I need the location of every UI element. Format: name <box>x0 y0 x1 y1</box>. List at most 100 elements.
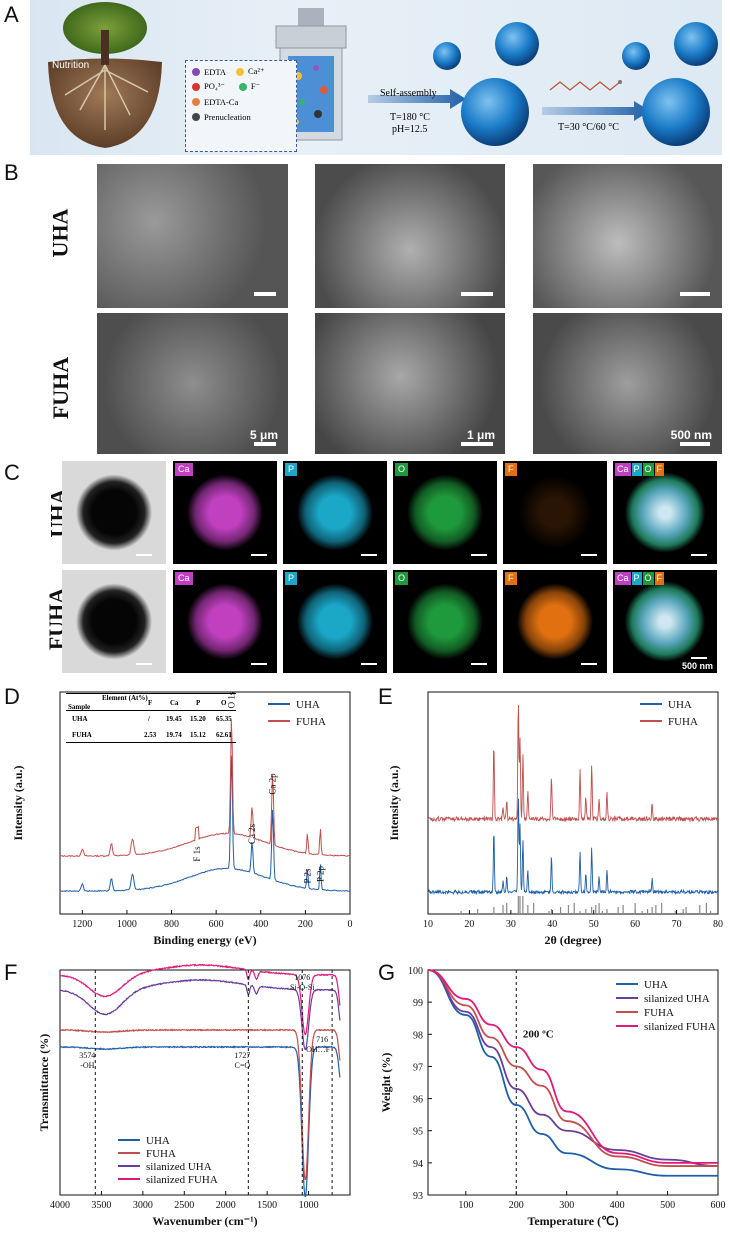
x-tick-label: 20 <box>464 919 474 930</box>
eds-tag-f: F <box>505 572 517 585</box>
x-tick-label: 400 <box>253 919 268 930</box>
reagent-legend: EDTA Ca²⁺ PO₄³⁻ F⁻ EDTA-Ca Prenucleation <box>185 60 297 152</box>
eds-merge-tag-o: O <box>643 463 654 476</box>
peak-label: Ca 2s <box>247 823 257 844</box>
eds-scale-bar <box>471 554 487 556</box>
series-uha <box>428 799 718 894</box>
y-tick-label: 94 <box>413 1159 423 1170</box>
eds-scale-bar <box>251 554 267 556</box>
eds-scale-bar <box>691 554 707 556</box>
annotation-label: 716 <box>316 1035 328 1044</box>
legend-label: UHA <box>644 979 668 991</box>
eds-merge-tag-ca: Ca <box>615 572 631 585</box>
legend-label: FUHA <box>668 716 698 728</box>
x-tick-label: 100 <box>458 1200 473 1211</box>
y-axis-label: Transmittance (%) <box>37 1034 51 1131</box>
tree-illustration <box>30 0 180 155</box>
table-cell: 62.61 <box>216 731 232 739</box>
x-tick-label: 4000 <box>50 1200 70 1211</box>
legend-label: silanized UHA <box>644 993 710 1005</box>
y-tick-label: 93 <box>413 1191 423 1202</box>
annotation-label: 1076 <box>294 973 310 982</box>
y-tick-label: 100 <box>408 966 423 977</box>
x-tick-label: 1000 <box>299 1200 319 1211</box>
x-tick-label: 10 <box>423 919 433 930</box>
x-axis-label: Temperature (℃) <box>527 1214 618 1228</box>
eds-scale-bar <box>471 663 487 665</box>
y-tick-label: 96 <box>413 1095 423 1106</box>
panel-a-schematic: Nutrition EDTA Ca²⁺ PO₄³⁻ F⁻ EDTA-Ca Prenu… <box>30 0 722 155</box>
peak-label: F 1s <box>192 846 202 862</box>
eds-scale-bar <box>691 657 707 659</box>
eds-merge-tag-p: P <box>632 463 642 476</box>
legend-edta-ca: EDTA-Ca <box>204 97 238 107</box>
x-axis-label: Binding energy (eV) <box>153 933 256 947</box>
sem-uha-mid <box>315 164 505 308</box>
y-tick-label: 95 <box>413 1127 423 1138</box>
x-tick-label: 1200 <box>72 919 92 930</box>
phosphate-icon <box>192 83 200 91</box>
y-axis-label: Intensity (a.u.) <box>387 765 401 840</box>
legend-f: F⁻ <box>251 81 260 92</box>
prenucleation-icon <box>192 113 200 121</box>
eds-scale-bar <box>136 554 152 556</box>
scale-500nm: 500 nm <box>671 428 712 442</box>
table-header-sample: Sample <box>68 703 90 711</box>
eds-tag-ca: Ca <box>175 463 193 476</box>
eds-uha-tem <box>62 461 166 564</box>
calcium-icon <box>236 68 244 76</box>
table-col-o: O <box>221 699 226 707</box>
sem-fuha-mid: 1 μm <box>315 313 505 454</box>
legend-label: FUHA <box>644 1007 674 1019</box>
legend-ca: Ca²⁺ <box>248 66 264 77</box>
eds-tag-f: F <box>505 463 517 476</box>
x-tick-label: 500 <box>660 1200 675 1211</box>
x-tick-label: 2500 <box>174 1200 194 1211</box>
legend-label: UHA <box>668 699 692 711</box>
eds-tag-o: O <box>395 463 408 476</box>
xrd-chart: 10 20 30 40 50 60 70 802θ (degree)Intensity (a.… <box>368 684 730 954</box>
x-tick-label: 2000 <box>216 1200 236 1211</box>
annotation-label: 200 ºC <box>523 1029 554 1041</box>
eds-merge-tags: Ca P O F <box>615 572 664 585</box>
legend-label: silanized FUHA <box>644 1021 716 1033</box>
eds-uha-ca: Ca <box>173 461 277 564</box>
eds-scale-bar <box>136 663 152 665</box>
peak-label: P 2s <box>302 868 312 883</box>
uha-spheres <box>425 14 545 149</box>
table-cell: 19.74 <box>166 731 182 739</box>
table-cell: 15.12 <box>190 731 206 739</box>
eds-scale-bar <box>251 663 267 665</box>
x-tick-label: 60 <box>630 919 640 930</box>
annotation-label: 3574 <box>79 1051 95 1060</box>
table-cell: 19.45 <box>166 715 182 723</box>
fluoride-icon <box>239 83 247 91</box>
eds-uha-p: P <box>283 461 387 564</box>
annotation-label: C=O <box>235 1061 251 1070</box>
table-row-fuha: FUHA <box>72 731 92 739</box>
eds-uha-o: O <box>393 461 497 564</box>
eds-merge-tag-f: F <box>655 463 665 476</box>
ph-label: pH=12.5 <box>392 124 427 135</box>
sem-fuha-high: 500 nm <box>533 313 722 454</box>
x-tick-label: 70 <box>672 919 682 930</box>
y-tick-label: 97 <box>413 1062 423 1073</box>
x-tick-label: 1000 <box>117 919 137 930</box>
eds-merge-tag-f: F <box>655 572 665 585</box>
eds-merge-tag-ca: Ca <box>615 463 631 476</box>
table-header-element: Element (At%) <box>102 694 148 702</box>
y-axis-label: Weight (%) <box>379 1053 393 1113</box>
legend-po4: PO₄³⁻ <box>204 81 225 92</box>
table-col-f: F <box>148 699 152 707</box>
table-cell: / <box>148 715 150 723</box>
eds-scale-label: 500 nm <box>682 661 713 671</box>
annotation-label: OH…F <box>306 1045 331 1054</box>
legend-label: FUHA <box>296 716 326 728</box>
panel-c-letter: C <box>4 460 20 486</box>
tga-chart: 100 200 300 400 500 600 Temperature (℃) Weight … <box>368 960 730 1239</box>
eds-tag-p: P <box>285 463 297 476</box>
eds-merge-tag-p: P <box>632 572 642 585</box>
x-tick-label: 600 <box>209 919 224 930</box>
eds-tag-ca: Ca <box>175 572 193 585</box>
edta-icon <box>192 68 200 76</box>
